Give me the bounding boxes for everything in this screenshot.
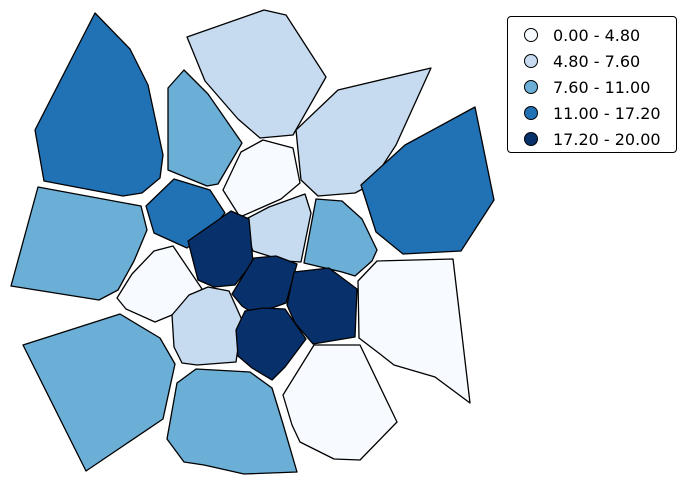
legend-item: 11.00 - 17.20 (518, 100, 676, 126)
legend-label: 17.20 - 20.00 (553, 129, 661, 149)
legend-swatch (524, 106, 538, 120)
map-region[interactable] (360, 106, 495, 255)
legend-swatch (524, 132, 538, 146)
legend-item: 4.80 - 7.60 (518, 48, 676, 74)
legend-label: 7.60 - 11.00 (553, 77, 651, 97)
map-region[interactable] (357, 258, 471, 404)
map-legend: 0.00 - 4.80 4.80 - 7.60 7.60 - 11.00 11.… (507, 16, 677, 153)
legend-item: 7.60 - 11.00 (518, 74, 676, 100)
map-region[interactable] (166, 368, 298, 475)
map-region[interactable] (222, 139, 301, 218)
map-region[interactable] (282, 344, 398, 461)
legend-item: 17.20 - 20.00 (518, 126, 676, 152)
map-region[interactable] (231, 255, 298, 313)
map-region[interactable] (167, 69, 243, 187)
map-region[interactable] (22, 313, 176, 472)
legend-swatch (524, 28, 538, 42)
legend-label: 11.00 - 17.20 (553, 103, 661, 123)
map-region[interactable] (10, 186, 148, 301)
legend-swatch (524, 80, 538, 94)
map-region[interactable] (116, 245, 203, 323)
legend-label: 4.80 - 7.60 (553, 51, 641, 71)
legend-swatch (524, 54, 538, 68)
legend-item: 0.00 - 4.80 (518, 22, 676, 48)
map-region[interactable] (303, 198, 378, 277)
legend-label: 0.00 - 4.80 (553, 25, 641, 45)
map-region[interactable] (34, 12, 164, 197)
map-region[interactable] (235, 307, 307, 381)
map-region[interactable] (186, 9, 327, 139)
